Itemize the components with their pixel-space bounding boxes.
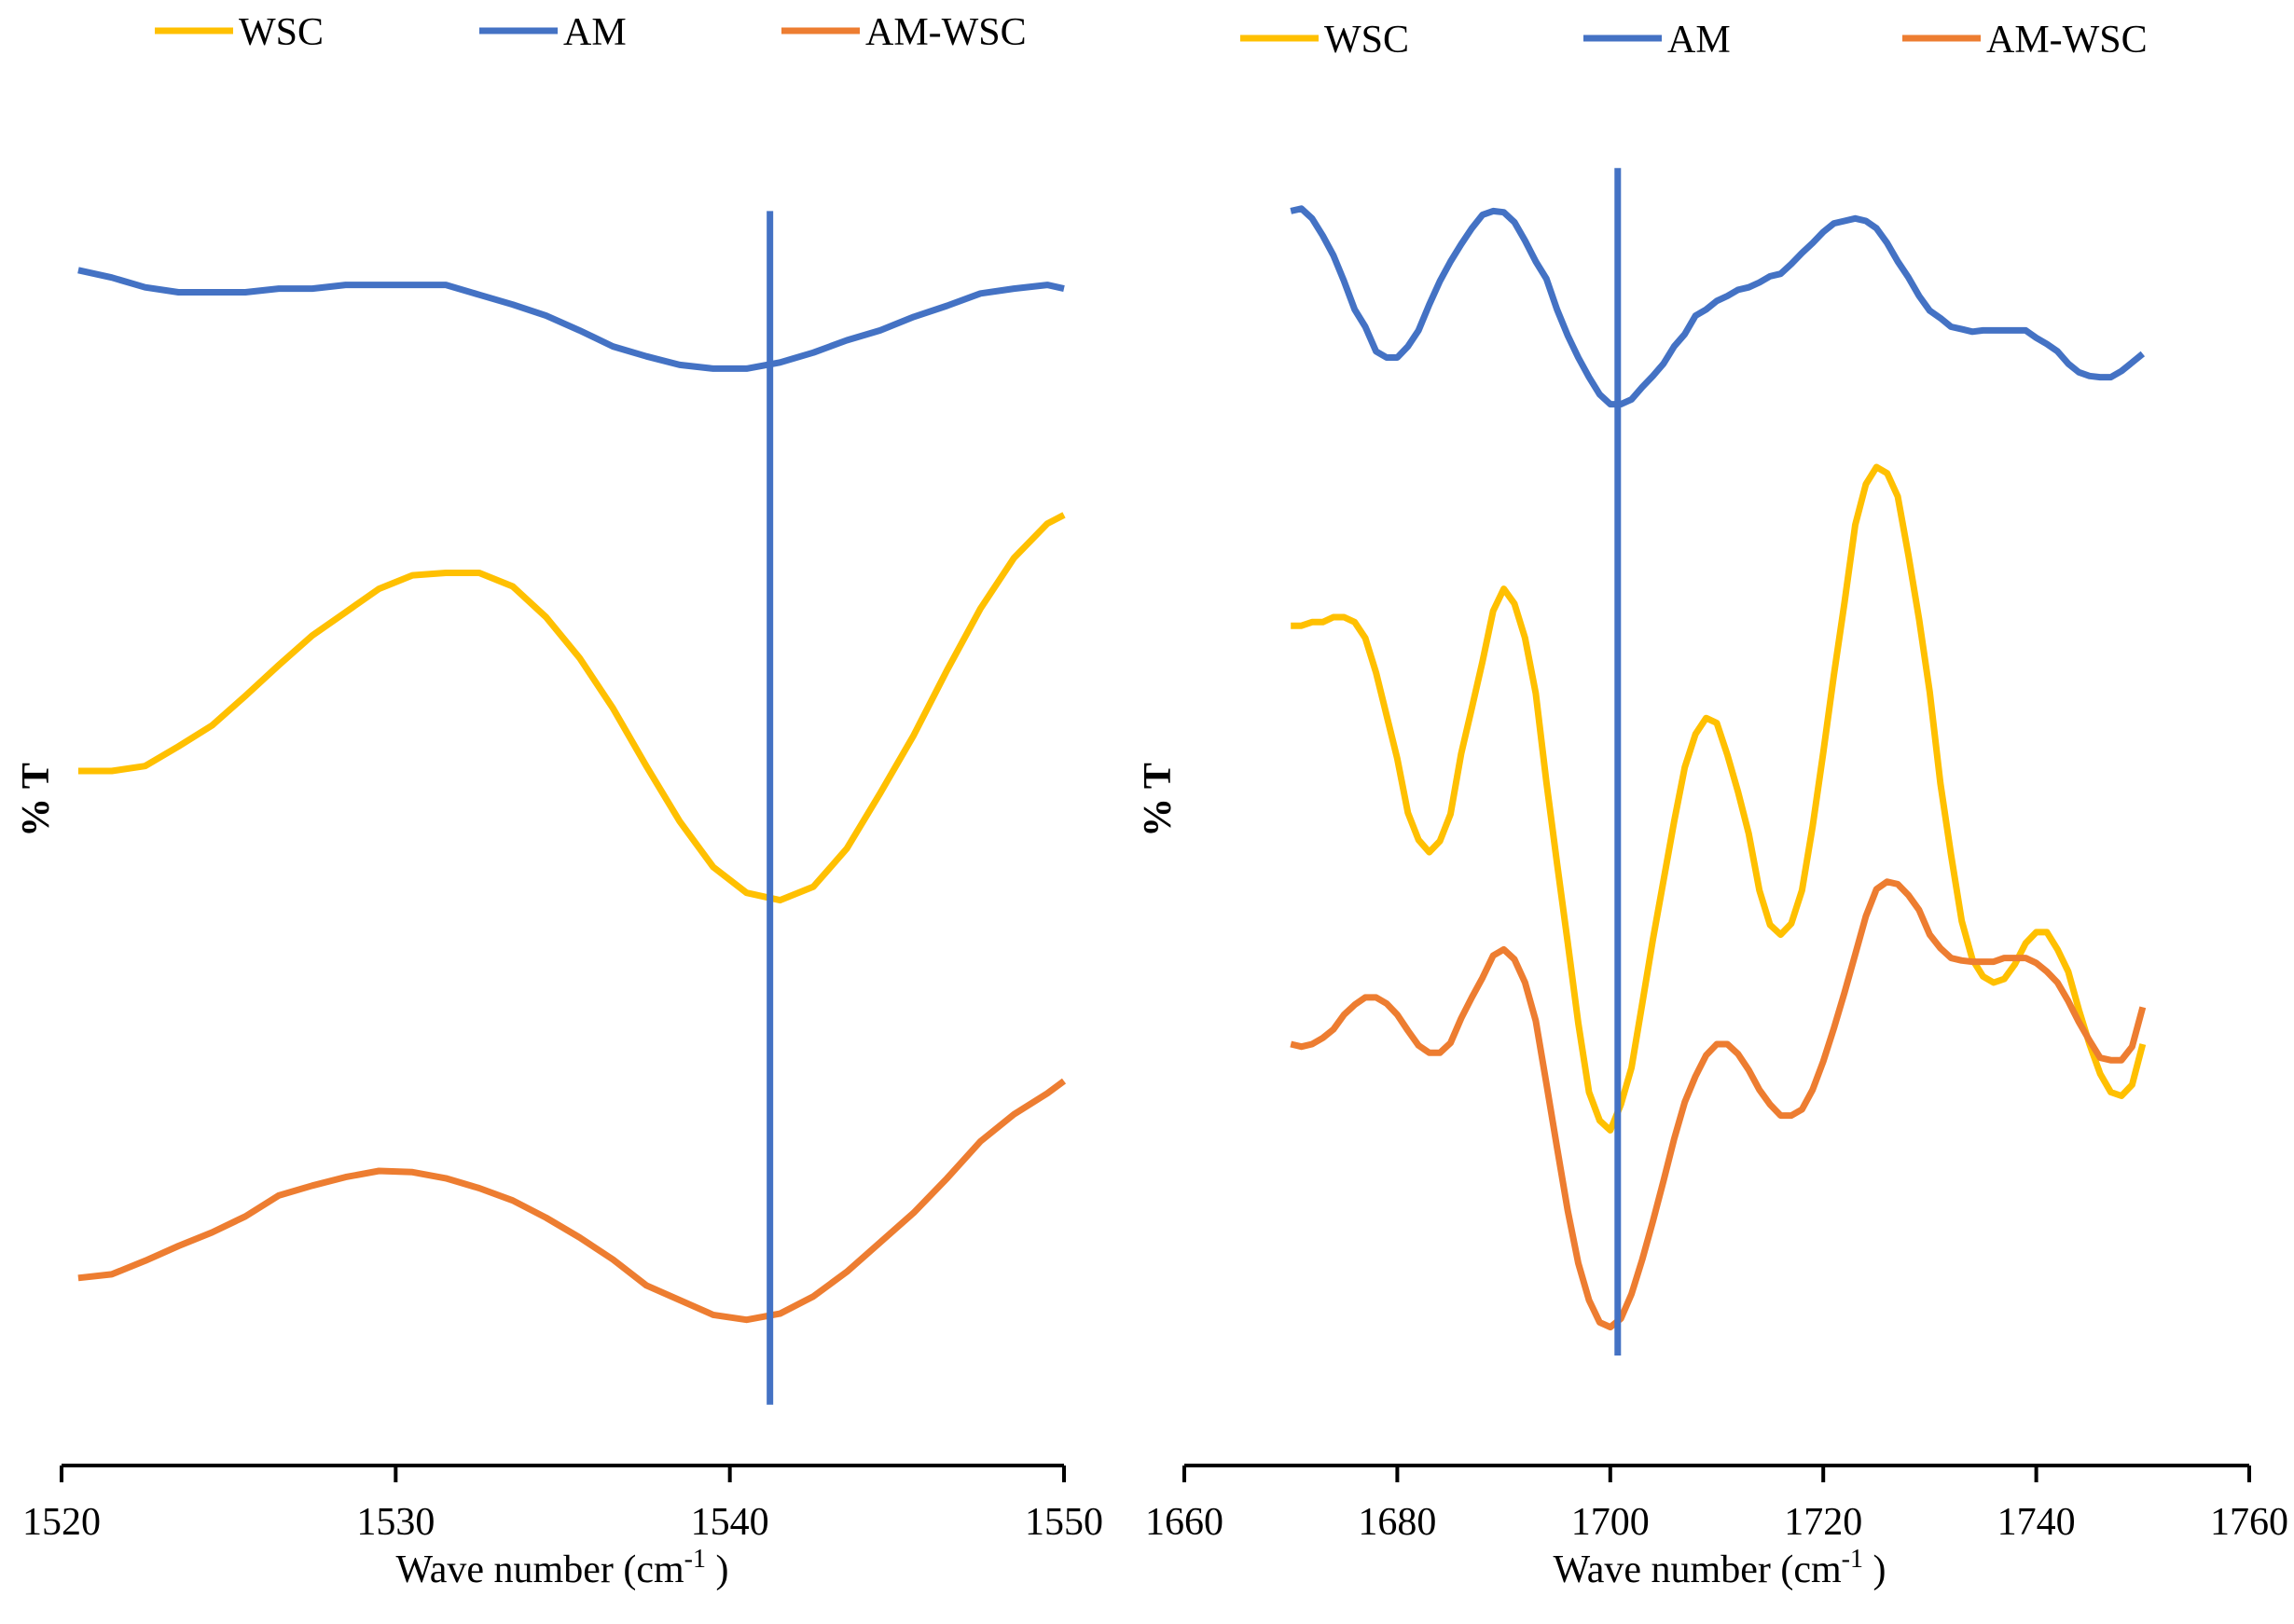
legend-label-wsc: WSC xyxy=(1324,19,1409,62)
legend-label-am: AM xyxy=(1667,19,1731,62)
x-axis-title-right-end: ) xyxy=(1863,1548,1886,1591)
x-axis-title-left-main: Wave number (cm xyxy=(396,1548,684,1591)
legend-left: WSC AM AM-WSC xyxy=(155,11,1027,54)
x-axis-title-right: Wave number (cm-1 ) xyxy=(1554,1545,1886,1591)
legend-right: WSC AM AM-WSC xyxy=(1240,19,2148,62)
x-tick-label-left-2: 1540 xyxy=(691,1501,769,1544)
x-tick-label-left-3: 1550 xyxy=(1025,1501,1103,1544)
x-tick-label-right-0: 1660 xyxy=(1145,1501,1223,1544)
legend-label-wsc: WSC xyxy=(239,11,324,54)
legend-label-am-wsc: AM-WSC xyxy=(865,11,1027,54)
x-tick-label-left-1: 1530 xyxy=(356,1501,435,1544)
series-line-am-right xyxy=(1290,205,2146,408)
series-line-am-left xyxy=(77,267,1065,372)
x-tick-label-right-4: 1740 xyxy=(1997,1501,2076,1544)
series-line-wsc-right xyxy=(1291,463,2147,1134)
chart-right: WSC AM AM-WSC % T 1660 1680 1700 1720 17… xyxy=(1137,19,2288,1591)
series-group-right xyxy=(1290,205,2147,1331)
x-tick-label-right-3: 1720 xyxy=(1784,1501,1862,1544)
x-tick-label-right-5: 1760 xyxy=(2210,1501,2288,1544)
legend-label-am-wsc: AM-WSC xyxy=(1986,19,2148,62)
x-axis-left: 1520 1530 1540 1550 xyxy=(22,1464,1103,1544)
y-axis-title-right: % T xyxy=(1137,763,1180,837)
x-axis-title-right-sup: -1 xyxy=(1842,1545,1863,1574)
y-axis-title-left: % T xyxy=(15,763,58,837)
x-tick-label-right-1: 1680 xyxy=(1358,1501,1436,1544)
legend-label-am: AM xyxy=(563,11,627,54)
series-line-wsc-left xyxy=(77,512,1066,904)
x-axis-title-left-end: ) xyxy=(706,1548,729,1591)
x-axis-right: 1660 1680 1700 1720 1740 1760 xyxy=(1145,1464,2288,1544)
x-axis-title-right-main: Wave number (cm xyxy=(1554,1548,1842,1591)
x-axis-title-left: Wave number (cm-1 ) xyxy=(396,1545,729,1591)
series-line-am-wsc-left xyxy=(77,1078,1067,1324)
series-line-am-wsc-right xyxy=(1290,878,2147,1331)
chart-left: WSC AM AM-WSC % T 1520 1530 1540 1550 Wa… xyxy=(15,11,1103,1591)
x-axis-title-left-sup: -1 xyxy=(684,1545,706,1574)
series-group-left xyxy=(77,267,1067,1324)
x-tick-label-right-2: 1700 xyxy=(1571,1501,1650,1544)
x-tick-label-left-0: 1520 xyxy=(22,1501,101,1544)
